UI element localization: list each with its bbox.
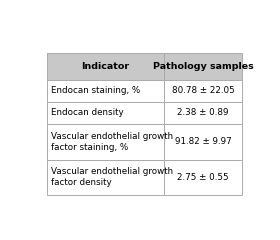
Bar (164, 102, 242, 124)
Bar (47, 53, 164, 80)
Text: 80.78 ± 22.05: 80.78 ± 22.05 (172, 86, 235, 95)
Text: Indicator: Indicator (81, 62, 130, 71)
Bar (47, 160, 164, 195)
Text: 2.75 ± 0.55: 2.75 ± 0.55 (177, 173, 229, 182)
Text: Endocan staining, %: Endocan staining, % (51, 86, 140, 95)
Bar (164, 124, 242, 160)
Bar (164, 80, 242, 102)
Text: Endocan density: Endocan density (51, 108, 123, 117)
Bar (47, 124, 164, 160)
Text: Vascular endothelial growth
factor density: Vascular endothelial growth factor densi… (51, 167, 173, 187)
Text: Vascular endothelial growth
factor staining, %: Vascular endothelial growth factor stain… (51, 132, 173, 152)
Bar (47, 102, 164, 124)
Text: 91.82 ± 9.97: 91.82 ± 9.97 (175, 137, 232, 146)
Bar (47, 80, 164, 102)
Bar (164, 160, 242, 195)
Text: 2.38 ± 0.89: 2.38 ± 0.89 (178, 108, 229, 117)
Text: Pathology samples: Pathology samples (153, 62, 254, 71)
Bar (164, 53, 242, 80)
